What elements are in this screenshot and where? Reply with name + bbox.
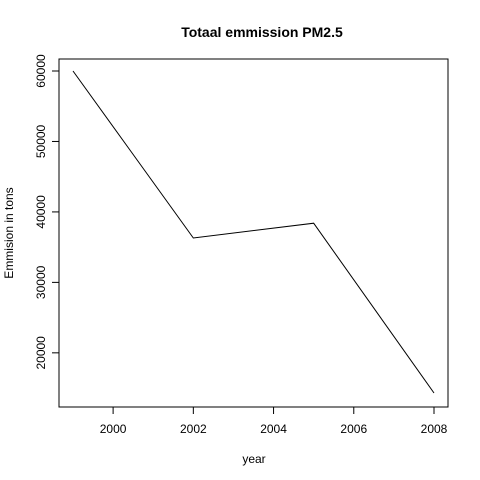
plot-frame [58, 58, 449, 408]
y-tick-label: 20000 [34, 336, 48, 370]
series-line [72, 70, 435, 394]
series-group [72, 70, 435, 394]
x-axis-label: year [242, 452, 265, 466]
y-tick-label: 30000 [34, 265, 48, 299]
y-tick-label: 50000 [34, 124, 48, 158]
x-axis: 2000 2002 2004 2006 2008 [100, 407, 448, 436]
x-tick-label: 2002 [180, 422, 207, 436]
y-tick-label: 40000 [34, 195, 48, 229]
chart-title: Totaal emmission PM2.5 [181, 24, 343, 40]
y-tick-label: 60000 [34, 54, 48, 88]
x-tick-label: 2006 [340, 422, 367, 436]
y-axis: 20000 30000 40000 50000 60000 [34, 54, 59, 370]
y-axis-label: Emmision in tons [2, 187, 16, 278]
x-tick-label: 2008 [421, 422, 448, 436]
x-tick-label: 2000 [100, 422, 127, 436]
x-tick-label: 2004 [260, 422, 287, 436]
